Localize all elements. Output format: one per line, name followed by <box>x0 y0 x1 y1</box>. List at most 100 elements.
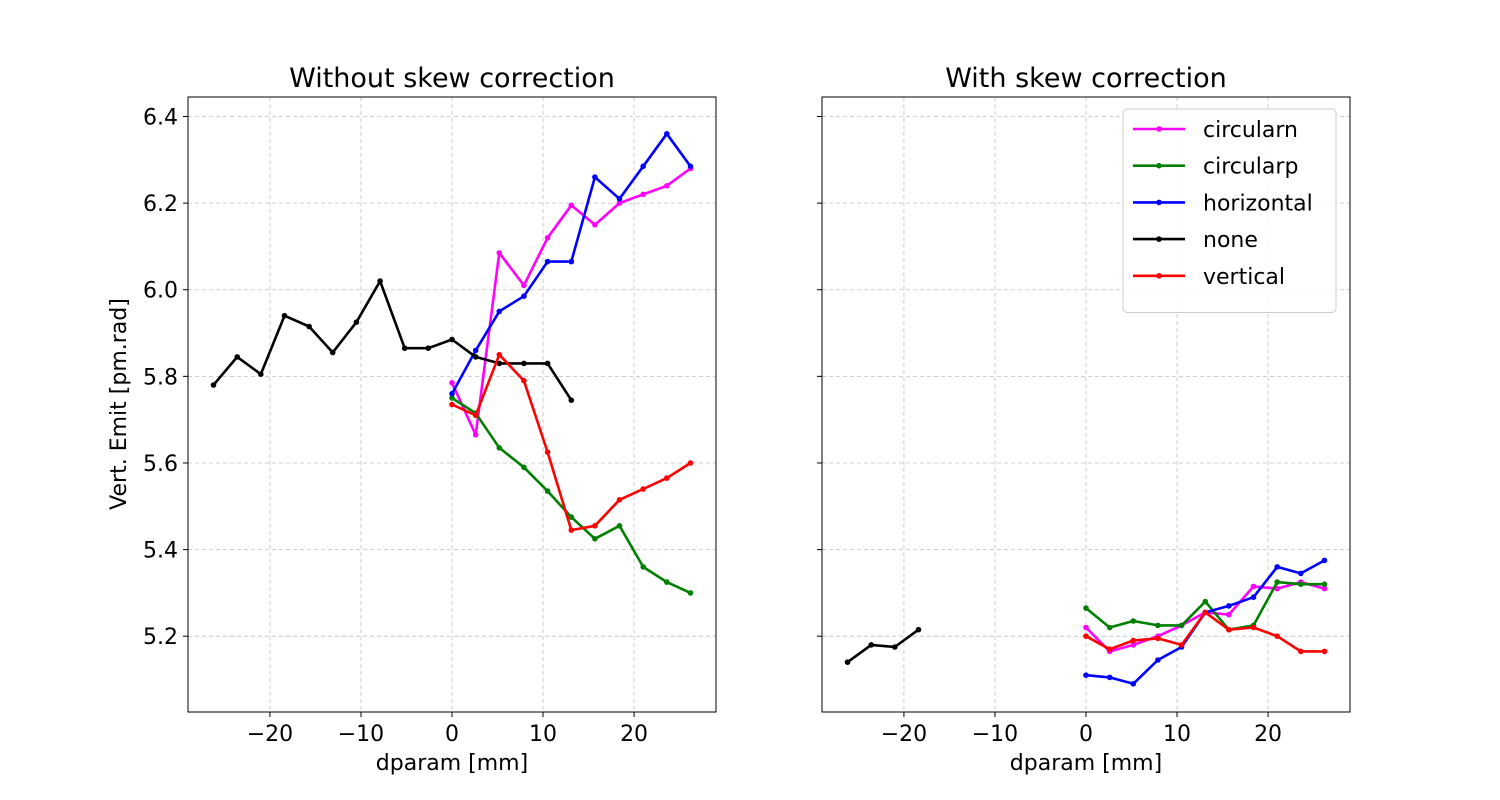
right-chart-point-horizontal <box>1274 564 1280 570</box>
left-chart-y-tick-label: 5.6 <box>143 452 178 477</box>
legend-marker-vertical <box>1156 273 1162 279</box>
right-chart-point-circularp <box>1298 581 1304 587</box>
right-chart-point-circularp <box>1274 579 1280 585</box>
left-chart-point-circularn <box>472 432 479 438</box>
right-chart-point-circularn <box>1226 611 1232 618</box>
left-chart-point-none <box>210 382 217 388</box>
left-chart-point-horizontal <box>472 347 479 354</box>
right-chart-point-circularp <box>1202 598 1209 605</box>
right-chart-point-horizontal <box>1250 594 1257 600</box>
right-chart-point-none <box>915 626 922 633</box>
right-chart-panel: With skew correction −20 −10 0 10 20 dparam … <box>817 63 1351 776</box>
right-chart-point-circularp <box>1155 622 1161 629</box>
left-chart-point-horizontal <box>592 174 598 180</box>
legend-label-none: none <box>1203 228 1258 253</box>
left-chart-point-none <box>401 345 408 352</box>
left-chart-point-circularn <box>640 191 646 198</box>
left-chart-point-horizontal <box>544 258 551 265</box>
left-chart-point-circularn <box>521 282 527 289</box>
right-chart-point-none <box>892 644 898 650</box>
left-chart-y-ticks: 5.2 5.4 5.6 5.8 6.0 6.2 6.4 <box>143 105 188 650</box>
left-chart-y-tick-label: 5.8 <box>143 365 178 390</box>
right-chart-point-horizontal <box>1226 603 1232 609</box>
right-chart-series-vertical <box>1083 609 1328 655</box>
left-chart-point-none <box>234 354 240 360</box>
left-chart-point-circularp <box>496 445 503 451</box>
left-chart-point-circularn <box>568 202 575 209</box>
left-chart-point-none <box>425 345 432 352</box>
legend-label-vertical: vertical <box>1203 265 1285 290</box>
left-chart-series <box>210 131 694 596</box>
left-chart-series-vertical <box>449 351 694 533</box>
left-chart-point-vertical <box>640 486 646 492</box>
right-chart-point-vertical <box>1321 648 1328 655</box>
legend-marker-circularp <box>1156 162 1162 169</box>
legend-label-horizontal: horizontal <box>1203 191 1313 216</box>
legend-item-circularp: circularp <box>1133 155 1298 180</box>
left-chart-point-none <box>281 312 288 319</box>
left-chart-point-circularn <box>592 222 598 228</box>
left-chart-point-vertical <box>521 377 527 384</box>
right-chart-x-ticks: −20 −10 0 10 20 <box>881 712 1282 747</box>
right-chart-x-tick-label: 20 <box>1254 722 1282 747</box>
right-chart-point-none <box>868 642 874 648</box>
legend-label-circularn: circularn <box>1203 118 1298 143</box>
right-chart-point-circularn <box>1321 585 1328 592</box>
right-chart-line-none <box>846 628 920 664</box>
left-chart-panel: Without skew correction −20 −10 0 10 20 5.25… <box>107 63 717 776</box>
right-chart-point-circularn <box>1250 583 1257 590</box>
right-chart-point-vertical <box>1250 624 1257 631</box>
right-chart-x-tick-label: −20 <box>881 722 927 747</box>
legend-item-horizontal: horizontal <box>1133 191 1313 216</box>
legend-marker-horizontal <box>1156 199 1162 206</box>
right-chart-point-circularp <box>1106 624 1113 631</box>
left-chart-point-none <box>329 349 336 356</box>
left-chart-point-circularp <box>544 488 551 494</box>
right-chart-title: With skew correction <box>945 63 1227 94</box>
left-chart-point-horizontal <box>640 163 646 170</box>
left-chart-point-horizontal <box>687 163 694 170</box>
right-chart-point-circularp <box>1178 622 1185 629</box>
left-chart-series-horizontal <box>449 131 694 397</box>
right-chart-point-horizontal <box>1155 657 1161 663</box>
right-chart-point-circularp <box>1321 581 1328 587</box>
left-chart-point-vertical <box>472 412 479 419</box>
left-chart-x-tick-label: −10 <box>338 722 384 747</box>
left-chart-point-vertical <box>592 523 598 529</box>
left-chart-point-vertical <box>568 527 575 533</box>
left-chart-point-vertical <box>664 475 670 481</box>
left-chart-y-tick-label: 5.2 <box>143 625 178 650</box>
left-chart-point-none <box>353 319 360 326</box>
right-chart-point-horizontal <box>1083 672 1089 678</box>
left-chart-grid <box>188 97 716 712</box>
right-chart-point-vertical <box>1274 633 1280 639</box>
left-chart-point-none <box>496 360 503 367</box>
left-chart-point-vertical <box>616 497 623 503</box>
legend-item-vertical: vertical <box>1133 265 1285 290</box>
chart-legend: circularn circularp horizontal none vertical <box>1122 108 1337 313</box>
left-chart-point-circularn <box>544 235 551 241</box>
right-chart-series <box>844 557 1328 687</box>
left-chart-point-horizontal <box>521 293 527 300</box>
legend-box <box>1122 108 1337 313</box>
right-chart-y-ticks <box>817 115 822 637</box>
left-chart-x-tick-label: 0 <box>445 722 459 747</box>
left-chart-x-tick-label: −20 <box>247 722 293 747</box>
right-chart-point-vertical <box>1202 609 1209 616</box>
right-chart-point-circularp <box>1130 618 1137 624</box>
left-chart-point-vertical <box>544 449 551 455</box>
right-chart-point-circularp <box>1083 605 1089 611</box>
left-chart-point-circularn <box>664 183 670 189</box>
left-chart-point-none <box>544 360 551 367</box>
left-chart-point-circularp <box>568 514 575 520</box>
right-chart-point-vertical <box>1106 646 1113 652</box>
left-chart-point-none <box>377 278 383 284</box>
left-chart-point-circularp <box>687 590 694 596</box>
left-chart-point-horizontal <box>496 308 503 315</box>
left-chart-point-circularp <box>616 523 623 529</box>
left-chart-point-circularp <box>521 464 527 471</box>
left-chart-y-tick-label: 6.2 <box>143 192 178 217</box>
left-chart-point-vertical <box>687 460 694 466</box>
right-chart-x-tick-label: 10 <box>1163 722 1191 747</box>
left-chart-point-circularp <box>449 395 455 401</box>
